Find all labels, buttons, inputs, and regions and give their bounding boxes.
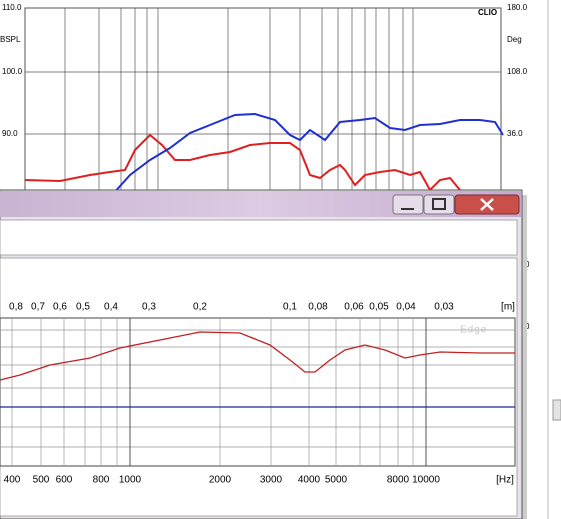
right-unit: Deg [507,35,522,44]
distance-tick-label: 0,5 [76,302,90,313]
shadow [522,195,527,519]
distance-tick-label: 0,04 [396,302,416,313]
left-tick-label: 100.0 [2,67,23,76]
distance-tick-label: 0,3 [142,302,156,313]
edge-plot [0,317,516,467]
distance-tick-label: 0,08 [308,302,328,313]
frequency-tick-label: 8000 [387,475,410,486]
distance-tick-label: 0,7 [31,302,45,313]
left-unit: BSPL [0,35,21,44]
frequency-tick-label: 4000 [298,475,321,486]
edge-window: Edge 0,8 0,7 0,6 0,5 0,4 0,3 0,2 0,1 0,08 0,06 0,0… [0,189,527,519]
scroll-thumb [552,399,561,421]
clio-plot [24,7,502,209]
edge-label: 0 [525,322,530,331]
maximize-button[interactable] [423,194,455,215]
curve [24,133,461,192]
left-tick-label: 90.0 [2,129,18,138]
frequency-tick-label: 3000 [260,475,283,486]
distance-tick-label: 0,6 [53,302,67,313]
minimize-button[interactable] [392,194,424,215]
curve [0,331,515,381]
edge-label: 0 [525,260,530,269]
right-tick-label: 108.0 [507,67,528,76]
frequency-tick-label: 10000 [412,475,440,486]
frequency-tick-label: 1000 [119,475,142,486]
frequency-tick-label: 5000 [325,475,348,486]
distance-tick-label: 0,4 [104,302,118,313]
frequency-tick-label: 800 [93,475,110,486]
distance-tick-label: 0,06 [344,302,364,313]
maximize-icon [432,198,446,210]
distance-tick-label: 0,03 [434,302,454,313]
close-icon [480,198,494,211]
distance-unit: [m] [501,302,515,313]
toolbar [0,219,518,256]
distance-tick-label: 0,8 [9,302,23,313]
watermark: Edge [460,325,487,336]
right-tick-label: 180.0 [507,3,528,12]
frequency-tick-label: 2000 [209,475,232,486]
frequency-tick-label: 600 [56,475,73,486]
left-tick-label: 110.0 [2,3,22,12]
frequency-tick-label: 500 [33,475,50,486]
frequency-unit: [Hz] [496,475,514,486]
curve [111,112,504,196]
right-tick-label: 36.0 [507,129,523,138]
brand: CLIO [478,8,497,17]
distance-tick-label: 0,1 [283,302,297,313]
frequency-tick-label: 400 [4,475,21,486]
distance-tick-label: 0,05 [369,302,389,313]
distance-tick-label: 0,2 [193,302,207,313]
